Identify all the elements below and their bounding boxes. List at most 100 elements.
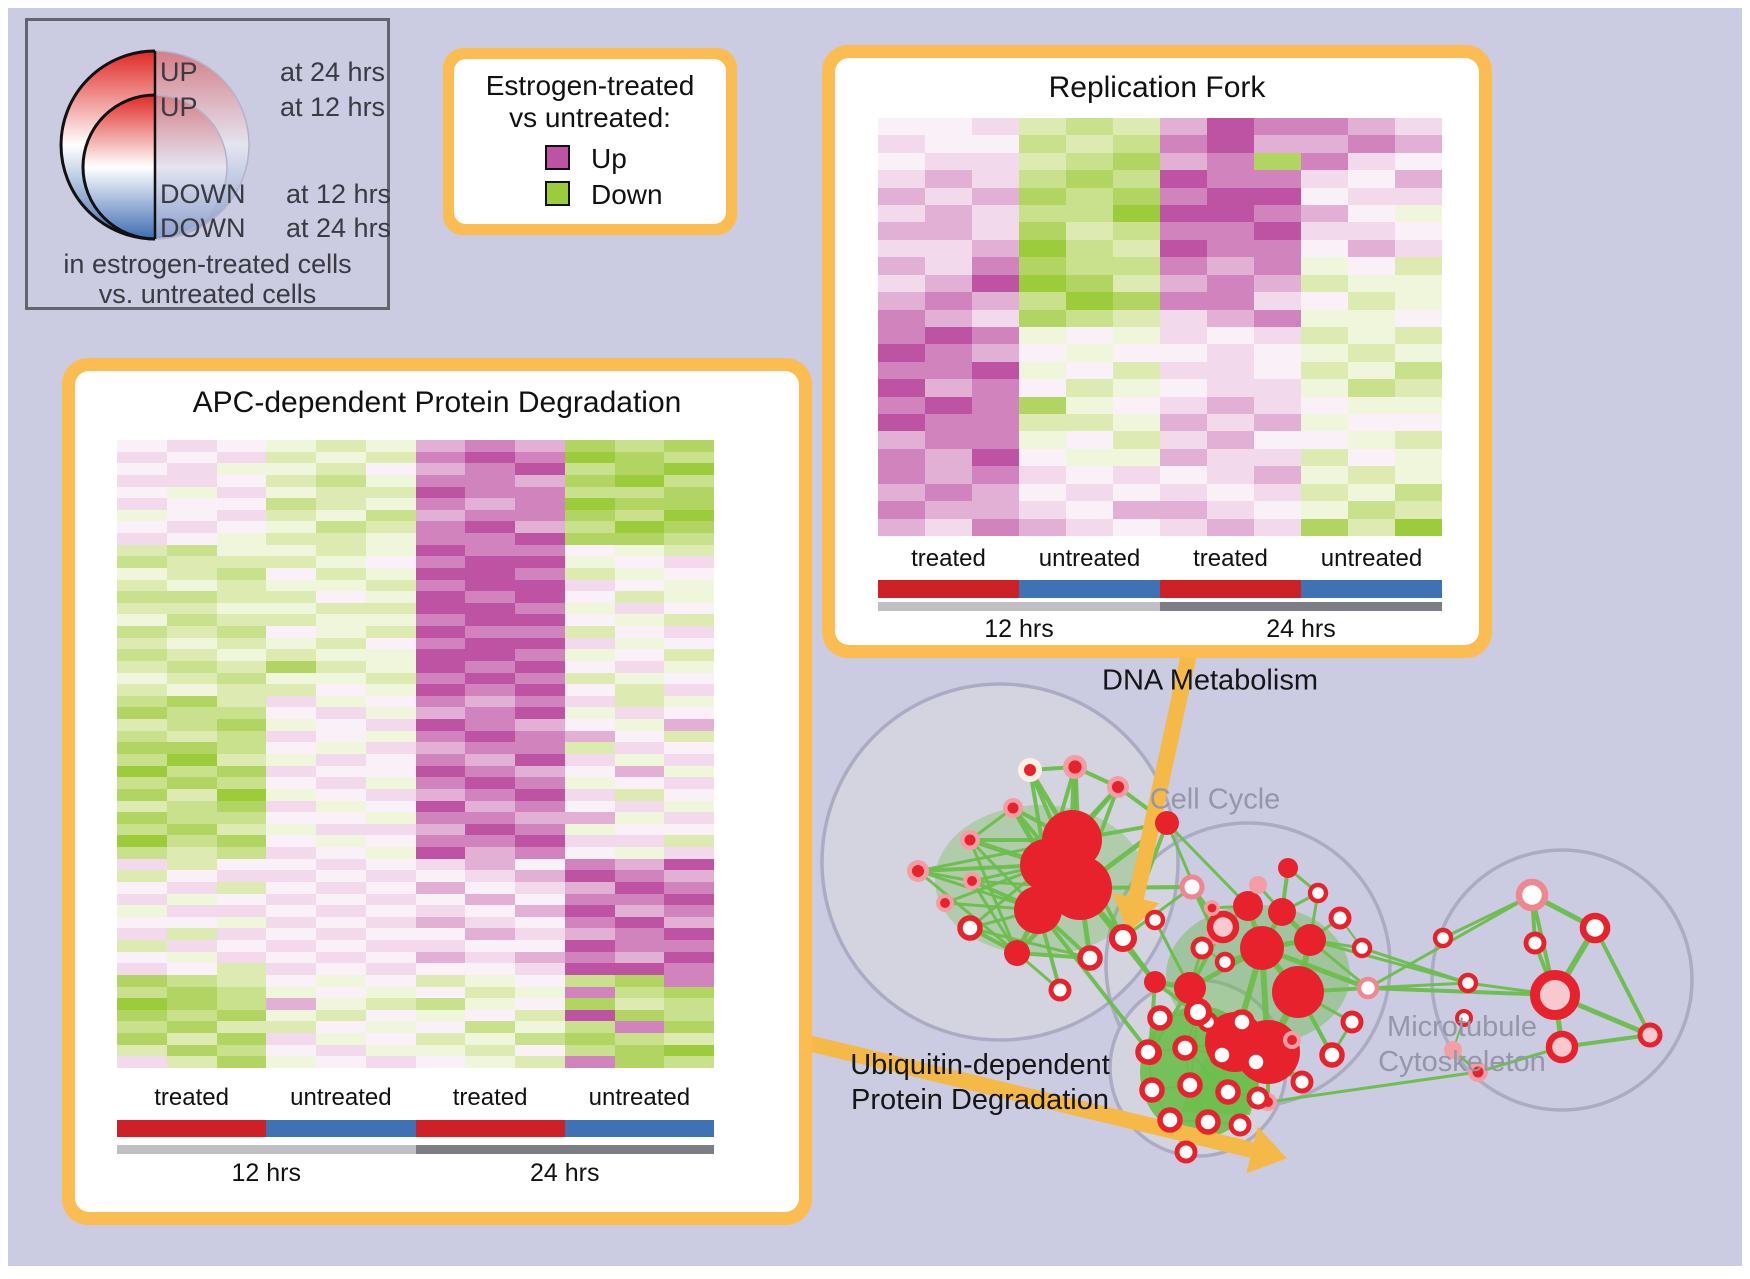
heatmap-cell [1160,431,1207,449]
gene-node[interactable] [1214,951,1236,973]
heatmap-cell [1395,448,1442,467]
heatmap-cell [614,509,665,522]
gene-node[interactable] [1174,972,1206,1004]
gene-node[interactable] [1177,1072,1203,1098]
apc-untreated-bar-24 [564,1120,714,1137]
heatmap-cell [415,754,466,766]
heatmap-cell [1301,239,1348,258]
heatmap-cell [216,742,267,754]
gene-node[interactable] [1077,945,1103,971]
gene-node[interactable] [1444,1041,1462,1059]
heatmap-cell [365,591,416,603]
heatmap-cell [1301,170,1348,188]
gene-node[interactable] [1523,931,1547,955]
gene-node[interactable] [1206,910,1240,944]
heatmap-cell [415,474,466,487]
heatmap-cell [564,974,615,987]
gene-node[interactable] [1233,891,1263,921]
heatmap-cell [878,414,925,432]
heatmap-cell [1066,205,1113,223]
gene-node[interactable] [1190,936,1214,960]
gene-node[interactable] [1048,978,1072,1002]
heatmap-cell [316,765,366,778]
heatmap-cell [166,509,217,522]
heatmap-cell [415,451,466,464]
gene-node[interactable] [1328,906,1352,930]
cluster-label-ubiquitin: Ubiquitin-dependent Protein Degradation [850,1048,1110,1118]
heatmap-cell [1113,170,1160,188]
gene-node[interactable] [1579,912,1611,944]
heatmap-cell [925,466,972,484]
gene-node[interactable] [1246,1086,1270,1110]
heatmap-cell [365,707,416,720]
gene-node[interactable] [1048,856,1112,920]
heatmap-cell [515,1021,565,1034]
gene-node[interactable] [1174,1140,1198,1164]
gene-node[interactable] [1155,811,1179,835]
gene-node[interactable] [1272,966,1324,1018]
gene-node[interactable] [1637,1022,1663,1048]
gene-node[interactable] [957,915,983,941]
heatmap-cell [1113,309,1160,327]
gene-node[interactable] [1157,1107,1183,1133]
gene-node[interactable] [1530,970,1580,1020]
gene-node[interactable] [1340,1010,1364,1034]
gene-node[interactable] [1457,972,1479,994]
gene-node[interactable] [1319,1042,1345,1068]
gene-node[interactable] [1195,1109,1221,1135]
gene-node[interactable] [1240,926,1284,970]
gene-node[interactable] [1209,1042,1235,1068]
gene-node[interactable] [1172,1035,1198,1061]
gene-node[interactable] [1243,1049,1269,1075]
heatmap-cell [1207,257,1254,275]
heatmap-cell [664,614,714,627]
heatmap-cell [216,602,267,615]
heatmap-cell [664,719,714,731]
gene-node[interactable] [1228,1113,1252,1137]
heatmap-cell [1301,501,1348,519]
gene-node[interactable] [1004,940,1030,966]
heatmap-cell [1160,518,1207,536]
gene-node[interactable] [1515,878,1549,912]
gene-node[interactable] [1278,858,1298,878]
heatmap-cell [266,533,316,545]
heatmap-cell [664,637,714,650]
heatmap-cell [1066,292,1113,310]
heatmap-cell [1254,257,1301,275]
gene-node[interactable] [1545,1030,1579,1064]
heatmap-cell [564,835,615,848]
cluster-label-microtubule: Microtubule Cytoskeleton [1378,1010,1546,1080]
heatmap-cell [515,626,565,638]
heatmap-cell [216,847,267,859]
heatmap-cell [166,974,217,987]
gene-node[interactable] [1432,927,1454,949]
gene-node[interactable] [1455,1009,1473,1027]
gene-node[interactable] [1215,1079,1241,1105]
gene-node-core [1472,1066,1484,1078]
gene-node[interactable] [1249,876,1267,894]
gene-node[interactable] [1144,909,1166,931]
heatmap-cell [1207,483,1254,502]
heatmap-cell [664,928,714,941]
heatmap-cell [972,466,1019,484]
gene-node[interactable] [1147,1005,1173,1031]
gene-node[interactable] [1356,976,1380,1000]
gene-node[interactable] [1139,1077,1165,1103]
gene-node[interactable] [1268,898,1296,926]
gene-node[interactable] [1290,1070,1314,1094]
gene-node[interactable] [1183,997,1213,1027]
gene-node[interactable] [1144,971,1166,993]
gene-node[interactable] [1179,874,1205,900]
gene-node[interactable] [1108,923,1138,953]
rf-time-bar [878,602,1442,611]
gene-node[interactable] [1307,882,1329,904]
gene-node[interactable] [1014,886,1062,934]
heatmap-cell [166,486,217,499]
gene-node[interactable] [1135,1039,1161,1065]
gene-node[interactable] [1294,924,1326,956]
gene-node[interactable] [1351,937,1373,959]
heatmap-cell [1113,274,1160,293]
heatmap-cell [266,858,316,871]
heatmap-cell [316,660,366,673]
gene-node[interactable] [1229,1009,1255,1035]
